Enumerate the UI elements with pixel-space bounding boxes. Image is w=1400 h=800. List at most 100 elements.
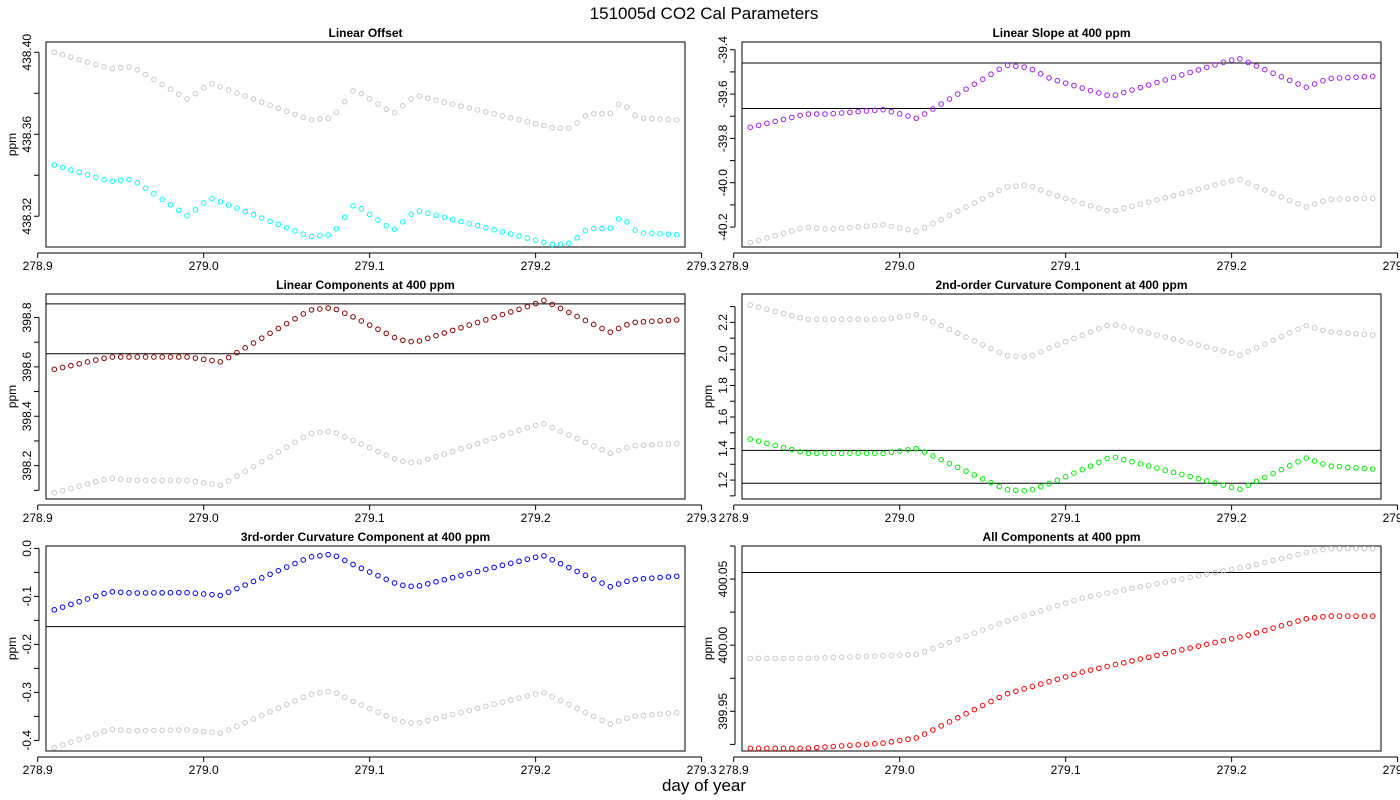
data-point [1270,625,1276,631]
data-point [905,312,911,319]
data-point [1013,688,1019,695]
data-point [863,316,870,323]
data-point [59,487,66,494]
data-point [788,655,795,662]
data-point [516,695,522,701]
data-point [657,231,663,237]
data-point [921,648,928,655]
data-point [1286,77,1293,84]
data-point [996,621,1003,627]
data-point [1270,190,1276,197]
data-point [988,698,994,705]
data-point [913,115,920,122]
data-point [755,438,762,444]
data-point [946,96,953,102]
data-point [507,309,514,315]
data-point [963,334,969,340]
y-tick-label: 1.2 [716,471,730,488]
data-point [1328,75,1335,82]
data-point [988,345,994,352]
data-point [408,211,414,217]
y-tick-label: -40.2 [716,213,730,241]
data-point [549,556,556,563]
data-point [300,434,307,441]
data-point [234,473,240,479]
data-point [1320,613,1326,620]
data-point [441,330,448,336]
data-point [234,205,240,212]
series-gray [51,688,680,751]
data-point [813,744,820,751]
data-point [1046,480,1052,487]
data-point [1154,580,1160,587]
data-point [424,456,431,463]
panel-3rd-order-curvature: 3rd-order Curvature Component at 400 ppm… [5,530,717,777]
x-tick-label: 279.2 [521,511,551,525]
data-point [217,482,224,489]
data-point [797,314,803,321]
data-point [566,125,572,131]
data-point [607,721,614,727]
data-point [358,90,365,97]
data-point [1220,348,1227,354]
y-axis-label: ppm [5,637,19,660]
data-point [797,745,803,752]
data-point [474,107,481,113]
data-point [126,354,132,360]
data-point [1320,77,1326,84]
data-point [649,318,655,325]
data-point [317,116,323,122]
data-point [400,337,406,344]
data-point [433,212,439,219]
data-point [938,101,944,107]
y-tick-label: 400.05 [716,560,730,597]
data-point [225,727,232,733]
data-point [1187,473,1193,480]
data-point [871,107,878,114]
data-point [325,305,331,311]
x-tick-label: 279.0 [885,259,915,273]
data-point [838,110,845,116]
x-tick-label: 279.2 [521,259,551,273]
data-point [1253,478,1260,485]
data-point [657,441,663,448]
data-point [142,185,149,192]
data-point [1096,665,1102,672]
data-point [1237,56,1243,62]
data-point [1054,676,1061,683]
data-point [764,235,770,241]
data-point [1087,463,1094,469]
data-point [524,693,531,699]
data-point [424,717,431,724]
data-point [175,354,182,360]
data-point [1270,557,1276,564]
data-point [258,458,265,465]
data-point [1054,477,1061,484]
data-point [1004,486,1011,493]
data-point [599,325,605,332]
data-point [930,319,936,325]
data-point [566,701,572,708]
data-point [921,449,928,455]
x-tick-label: 279.3 [687,259,717,273]
data-point [391,456,398,462]
data-point [905,447,911,453]
data-point [1286,620,1293,627]
x-tick-label: 279.1 [1051,259,1081,273]
y-tick-label: -0.1 [20,586,34,607]
data-point [822,316,828,323]
data-point [1112,588,1119,595]
data-point [805,655,812,662]
data-point [358,565,365,572]
data-point [300,311,307,317]
data-point [1162,77,1169,83]
data-point [1278,555,1285,562]
data-point [1336,75,1343,81]
data-point [747,436,754,442]
data-point [491,227,497,233]
x-tick-label: 279.2 [521,763,551,777]
data-point [167,589,174,596]
data-point [51,162,58,168]
data-point [830,450,837,457]
data-point [1087,203,1094,209]
